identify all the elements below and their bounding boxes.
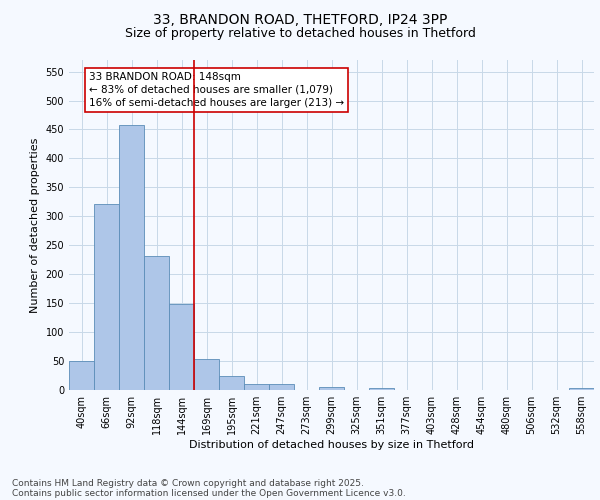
Text: Contains public sector information licensed under the Open Government Licence v3: Contains public sector information licen… [12,488,406,498]
Bar [569,388,594,390]
Bar [169,304,194,390]
Bar [94,204,119,390]
Y-axis label: Number of detached properties: Number of detached properties [30,138,40,312]
Bar [194,358,219,390]
Bar [319,387,344,390]
Bar [244,384,269,390]
Bar [144,256,169,390]
X-axis label: Distribution of detached houses by size in Thetford: Distribution of detached houses by size … [189,440,474,450]
Text: Size of property relative to detached houses in Thetford: Size of property relative to detached ho… [125,28,475,40]
Bar [69,361,94,390]
Bar [119,126,144,390]
Text: 33 BRANDON ROAD: 148sqm
← 83% of detached houses are smaller (1,079)
16% of semi: 33 BRANDON ROAD: 148sqm ← 83% of detache… [89,72,344,108]
Text: Contains HM Land Registry data © Crown copyright and database right 2025.: Contains HM Land Registry data © Crown c… [12,478,364,488]
Text: 33, BRANDON ROAD, THETFORD, IP24 3PP: 33, BRANDON ROAD, THETFORD, IP24 3PP [153,12,447,26]
Bar [369,388,394,390]
Bar [269,384,294,390]
Bar [219,376,244,390]
